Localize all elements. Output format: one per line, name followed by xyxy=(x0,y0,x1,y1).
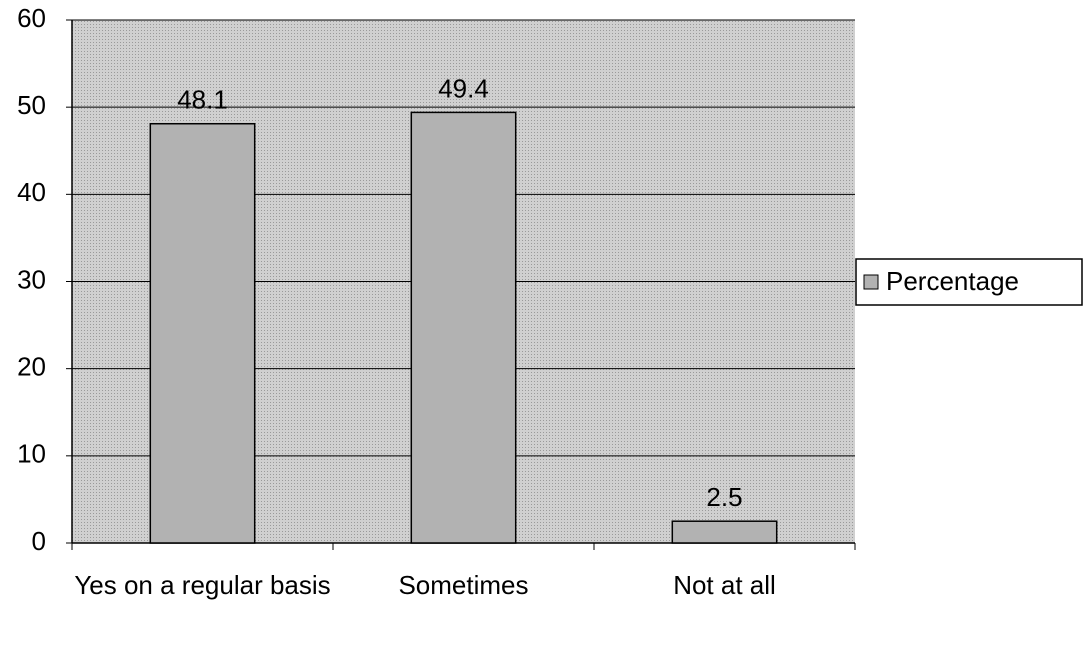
legend-label: Percentage xyxy=(886,266,1019,296)
legend-swatch xyxy=(863,274,879,290)
data-label: 2.5 xyxy=(706,482,742,512)
x-tick-label: Sometimes xyxy=(398,570,529,600)
y-tick-label: 50 xyxy=(17,90,46,120)
bar xyxy=(149,122,256,544)
y-tick-label: 0 xyxy=(32,526,46,556)
y-tick-label: 60 xyxy=(17,3,46,33)
y-tick-label: 10 xyxy=(17,439,46,469)
x-tick-label-box: Yes on a regular basis xyxy=(74,570,331,600)
x-tick-label-box: Not at all xyxy=(673,570,776,600)
y-tick-label: 20 xyxy=(17,352,46,382)
x-tick-label-box: Sometimes xyxy=(398,570,529,600)
bar xyxy=(671,520,778,544)
x-tick-label: Not at all xyxy=(673,570,776,600)
y-tick-label: 30 xyxy=(17,264,46,294)
y-tick-label: 40 xyxy=(17,177,46,207)
x-tick-label: Yes on a regular basis xyxy=(74,570,331,600)
legend-box xyxy=(855,258,1083,306)
data-label: 48.1 xyxy=(177,85,228,115)
data-label: 49.4 xyxy=(438,73,489,103)
bar xyxy=(410,111,517,544)
